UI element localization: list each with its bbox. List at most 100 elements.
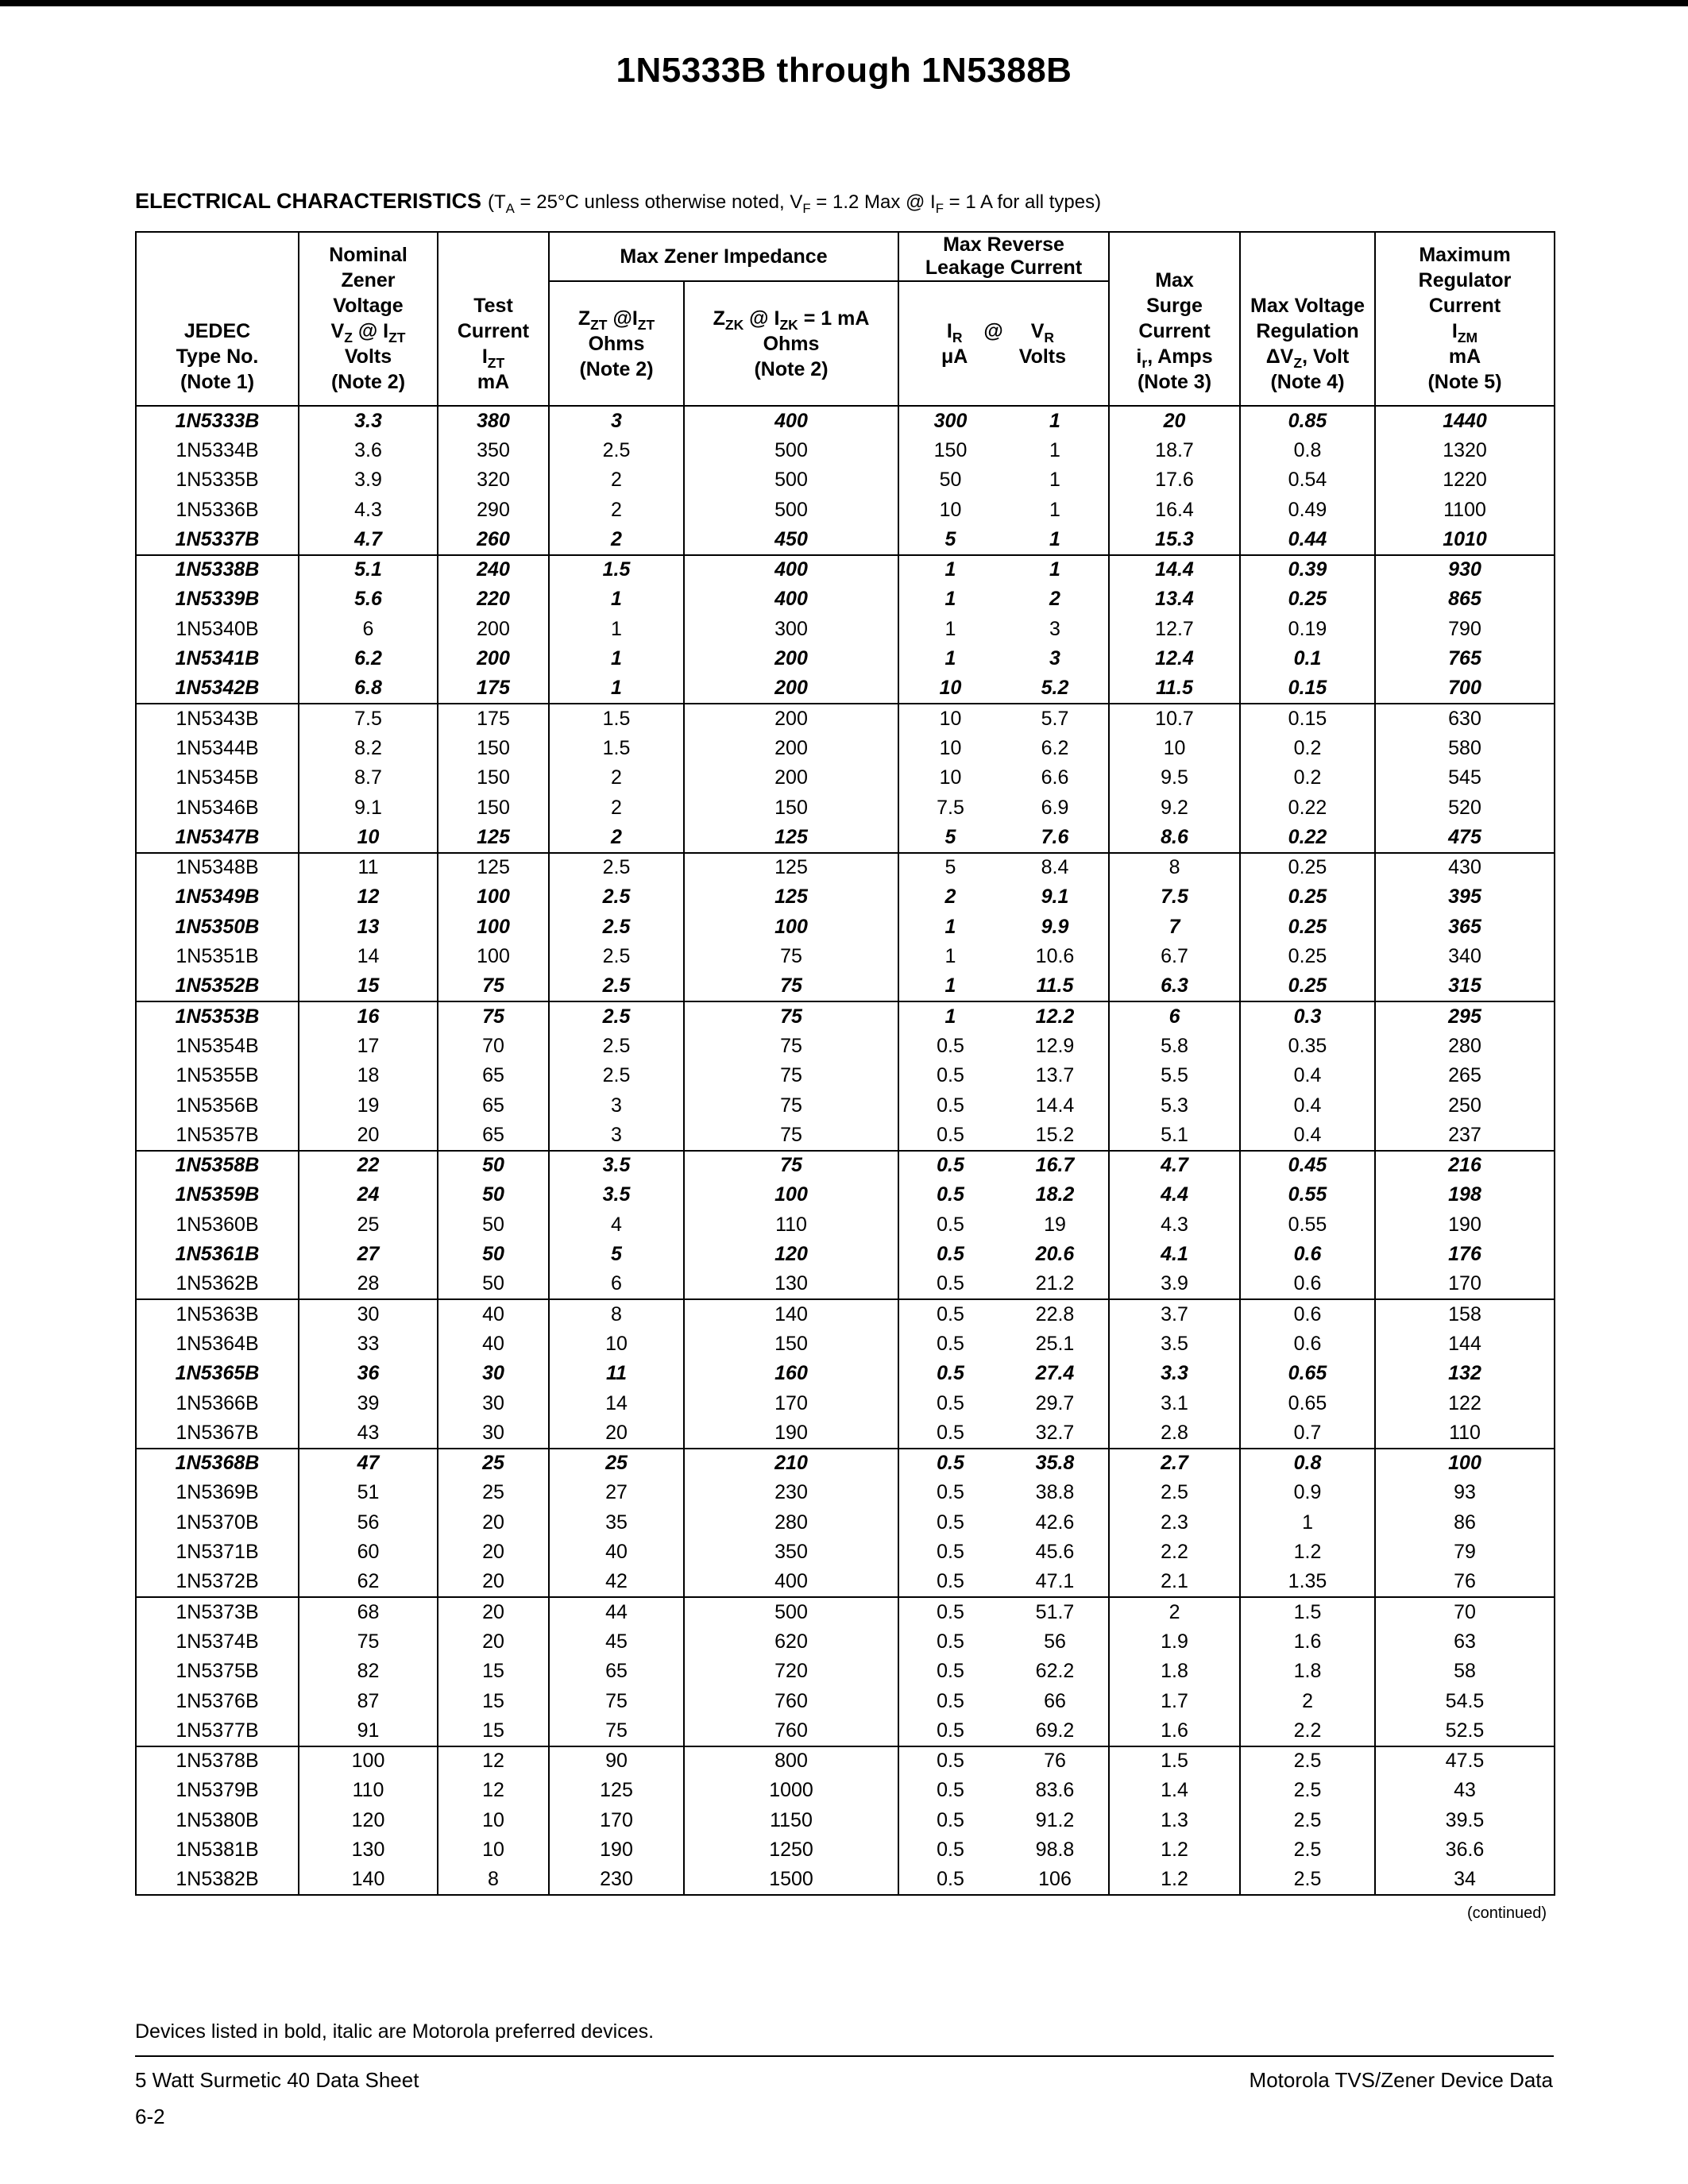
cell-leakage-voltage-vr: 32.7: [1035, 1421, 1075, 1444]
cell-zzk-impedance: 720: [683, 1657, 898, 1687]
cell-max-regulator-current: 100: [1374, 1448, 1555, 1478]
cell-leakage-voltage-vr: 6.2: [1041, 736, 1069, 759]
cell-zzt-impedance: 2: [548, 763, 684, 793]
cell-leakage-voltage-vr: 1: [1049, 558, 1060, 581]
cell-zzt-impedance: 2.5: [548, 942, 684, 972]
cell-jedec-type: 1N5377B: [176, 1719, 259, 1742]
cell-jedec-type: 1N5364B: [176, 1332, 259, 1355]
cell-max-voltage-regulation: 0.25: [1239, 882, 1376, 913]
cell-leakage-current-ir: 0.5: [898, 1150, 1002, 1180]
cell-max-surge-current: 5.3: [1108, 1090, 1241, 1121]
cell-zzk-impedance: 200: [683, 733, 898, 763]
cell-leakage-current-ir: 1: [898, 644, 1002, 674]
cell-nominal-zener-voltage: 22: [298, 1150, 438, 1180]
cell-max-regulator-current: 43: [1374, 1776, 1555, 1806]
cell-leakage-current-ir: 0.5: [898, 1240, 1002, 1270]
cell-nominal-zener-voltage: 17: [298, 1031, 438, 1061]
cell-max-voltage-regulation: 2.5: [1239, 1835, 1376, 1866]
cell-max-surge-current: 5.8: [1108, 1031, 1241, 1061]
cell-max-surge-current: 1.3: [1108, 1805, 1241, 1835]
table-row: 1N5348B 11 125 2.5 125 5 8.4 8 0.25 430: [136, 852, 1555, 882]
cell-zzk-impedance: 125: [683, 823, 898, 853]
cell-zzk-impedance: 350: [683, 1538, 898, 1568]
cell-zzk-impedance: 110: [683, 1210, 898, 1240]
cell-nominal-zener-voltage: 140: [298, 1865, 438, 1895]
cell-max-voltage-regulation: 0.15: [1239, 673, 1376, 704]
cell-nominal-zener-voltage: 60: [298, 1538, 438, 1568]
table-row: 1N5357B 20 65 3 75 0.5 15.2 5.1 0.4 237: [136, 1121, 1555, 1151]
table-row: 1N5343B 7.5 175 1.5 200 10 5.7 10.7 0.15 630: [136, 704, 1555, 734]
cell-leakage-current-ir: 0.5: [898, 1090, 1002, 1121]
cell-zzk-impedance: 120: [683, 1240, 898, 1270]
cell-leakage-current-ir: 0.5: [898, 1061, 1002, 1091]
cell-nominal-zener-voltage: 100: [298, 1746, 438, 1776]
cell-zzt-impedance: 1: [548, 614, 684, 644]
cell-leakage-voltage-vr: 91.2: [1035, 1808, 1075, 1831]
section-title-line: ELECTRICAL CHARACTERISTICS (TA = 25°C unl…: [135, 189, 1101, 215]
cell-leakage-current-ir: 0.5: [898, 1210, 1002, 1240]
cell-zzt-impedance: 1: [548, 644, 684, 674]
cell-zzk-impedance: 75: [683, 1001, 898, 1032]
cell-test-current: 8: [437, 1865, 549, 1895]
cell-jedec-type: 1N5352B: [175, 974, 260, 997]
cell-zzt-impedance: 75: [548, 1686, 684, 1716]
cell-test-current: 70: [437, 1031, 549, 1061]
cell-max-surge-current: 20: [1108, 406, 1241, 436]
cell-leakage-current-ir: 0.5: [898, 1686, 1002, 1716]
cell-zzt-impedance: 2.5: [548, 912, 684, 942]
table-row: 1N5338B 5.1 240 1.5 400 1 1 14.4 0.39 930: [136, 554, 1555, 585]
cell-nominal-zener-voltage: 28: [298, 1269, 438, 1299]
table-row: 1N5366B 39 30 14 170 0.5 29.7 3.1 0.65 122: [136, 1388, 1555, 1418]
cell-nominal-zener-voltage: 82: [298, 1657, 438, 1687]
cell-zzk-impedance: 500: [683, 435, 898, 465]
cell-leakage-voltage-vr: 1: [1049, 438, 1060, 461]
cell-max-voltage-regulation: 0.6: [1239, 1299, 1376, 1329]
cell-test-current: 125: [437, 823, 549, 853]
cell-leakage-voltage-vr: 6.9: [1041, 796, 1069, 819]
cell-max-surge-current: 14.4: [1108, 554, 1241, 585]
cell-test-current: 290: [437, 495, 549, 525]
cell-max-surge-current: 1.6: [1108, 1716, 1241, 1746]
cell-leakage-current-ir: 0.5: [898, 1567, 1002, 1597]
cell-leakage-voltage-vr: 98.8: [1035, 1839, 1075, 1862]
cell-zzt-impedance: 2: [548, 525, 684, 555]
cell-jedec-type: 1N5347B: [175, 825, 260, 848]
cell-test-current: 65: [437, 1061, 549, 1091]
cell-zzk-impedance: 800: [683, 1746, 898, 1776]
cell-max-surge-current: 17.6: [1108, 465, 1241, 496]
cell-max-surge-current: 2.7: [1108, 1448, 1241, 1478]
table-row: 1N5370B 56 20 35 280 0.5 42.6 2.3 1 86: [136, 1507, 1555, 1538]
cell-zzt-impedance: 2.5: [548, 882, 684, 913]
cell-max-regulator-current: 70: [1374, 1597, 1555, 1627]
cell-leakage-current-ir: 1: [898, 912, 1002, 942]
cell-max-regulator-current: 1320: [1374, 435, 1555, 465]
cell-jedec-type: 1N5344B: [176, 736, 259, 759]
cell-zzt-impedance: 3: [548, 406, 684, 436]
cell-max-surge-current: 13.4: [1108, 585, 1241, 615]
cell-leakage-voltage-vr: 12.9: [1035, 1034, 1075, 1057]
cell-max-voltage-regulation: 0.85: [1239, 406, 1376, 436]
cell-max-regulator-current: 190: [1374, 1210, 1555, 1240]
table-row: 1N5363B 30 40 8 140 0.5 22.8 3.7 0.6 158: [136, 1299, 1555, 1329]
cell-max-voltage-regulation: 0.49: [1239, 495, 1376, 525]
cell-leakage-current-ir: 0.5: [898, 1359, 1002, 1389]
cell-max-surge-current: 2.5: [1108, 1478, 1241, 1508]
cell-zzk-impedance: 75: [683, 1061, 898, 1091]
table-row: 1N5374B 75 20 45 620 0.5 56 1.9 1.6 63: [136, 1626, 1555, 1657]
cell-leakage-voltage-vr: 19: [1044, 1213, 1066, 1236]
header-leakage-subheader: IR μA @ VR Volts: [897, 281, 1110, 406]
cell-zzk-impedance: 1500: [683, 1865, 898, 1895]
cell-max-regulator-current: 76: [1374, 1567, 1555, 1597]
cell-test-current: 15: [437, 1686, 549, 1716]
cell-max-regulator-current: 1440: [1374, 406, 1555, 436]
cell-leakage-voltage-vr: 13.7: [1035, 1064, 1075, 1087]
cell-max-voltage-regulation: 0.65: [1239, 1388, 1376, 1418]
cell-zzk-impedance: 500: [683, 465, 898, 496]
cell-max-voltage-regulation: 0.25: [1239, 852, 1376, 882]
cell-zzt-impedance: 170: [548, 1805, 684, 1835]
cell-test-current: 200: [437, 644, 549, 674]
cell-max-surge-current: 8.6: [1108, 823, 1241, 853]
cell-jedec-type: 1N5362B: [176, 1272, 259, 1295]
cell-max-regulator-current: 365: [1374, 912, 1555, 942]
cell-leakage-current-ir: 0.5: [898, 1865, 1002, 1895]
